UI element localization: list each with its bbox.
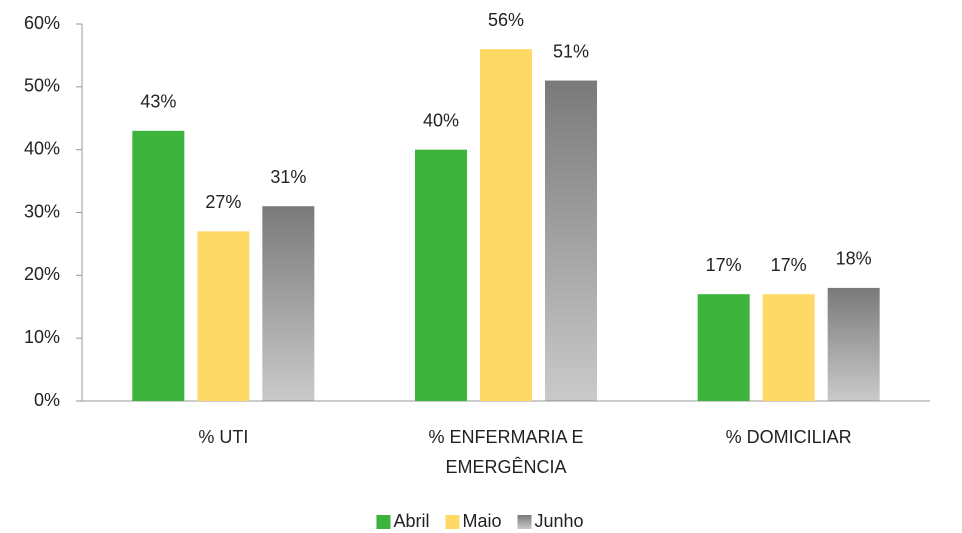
bar xyxy=(697,294,750,401)
y-tick-label: 40% xyxy=(24,138,60,158)
bar xyxy=(827,287,880,401)
legend-swatch xyxy=(517,515,532,529)
legend: Abril Maio Junho xyxy=(376,511,584,531)
y-tick-label: 20% xyxy=(24,264,60,284)
x-tick-label: % ENFERMARIA E EMERGÊNCIA xyxy=(428,427,584,477)
y-tick-label: 10% xyxy=(24,327,60,347)
x-tick-label: % UTI xyxy=(198,427,249,447)
bar xyxy=(132,130,185,402)
data-label: 43% xyxy=(140,92,176,112)
bar xyxy=(262,206,315,401)
legend-label: Maio xyxy=(462,511,501,531)
bar xyxy=(762,294,815,401)
y-tick-label: 30% xyxy=(24,201,60,221)
legend-label: Abril xyxy=(393,511,429,531)
data-label: 56% xyxy=(488,10,524,30)
legend-swatch xyxy=(445,515,460,529)
bar xyxy=(545,80,597,402)
data-label: 27% xyxy=(205,192,241,212)
data-label: 17% xyxy=(706,255,742,275)
y-tick-label: 50% xyxy=(24,76,60,96)
legend-swatch xyxy=(376,515,391,529)
bar xyxy=(415,149,467,401)
data-label: 51% xyxy=(553,41,589,61)
data-label: 40% xyxy=(423,110,459,130)
y-tick-label: 0% xyxy=(34,390,60,410)
bar xyxy=(197,231,250,401)
y-tick-label: 60% xyxy=(24,13,60,33)
legend-label: Junho xyxy=(534,511,583,531)
data-label: 18% xyxy=(836,249,872,269)
data-label: 31% xyxy=(270,167,306,187)
data-label: 17% xyxy=(771,255,807,275)
x-tick-label: % DOMICILIAR xyxy=(725,427,852,447)
bar xyxy=(480,49,532,402)
